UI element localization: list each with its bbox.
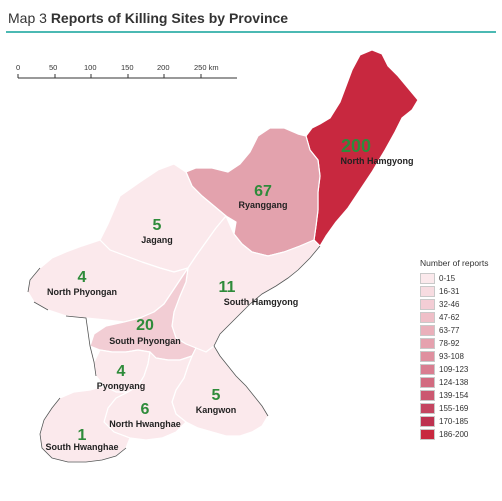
name-pyongyang: Pyongyang [97,381,146,391]
legend-title: Number of reports [420,258,489,268]
title-rule [6,31,496,33]
name-north-hamgyong: North Hamgyong [341,156,414,166]
legend-item: 186-200 [420,428,500,441]
map-number: Map 3 [8,10,47,26]
count-north-hwanghae: 6 [141,401,150,418]
legend-item: 170-185 [420,415,500,428]
legend-label: 170-185 [439,417,469,426]
legend-swatch [420,273,435,284]
legend-swatch [420,377,435,388]
legend-swatch [420,299,435,310]
scale-bar: 0 50 100 150 200 250 km [16,63,237,79]
scale-label: 50 [49,63,57,72]
count-north-phyongan: 4 [78,269,87,286]
name-south-hamgyong: South Hamgyong [224,297,299,307]
legend-item: 0-15 [420,272,500,285]
count-south-phyongan: 20 [136,317,154,334]
legend-swatch [420,286,435,297]
legend-label: 16-31 [439,287,460,296]
legend-swatch [420,429,435,440]
west-coastline [27,267,127,463]
legend-label: 78-92 [439,339,460,348]
legend-item: 78-92 [420,337,500,350]
scale-label: 150 [121,63,134,72]
legend-swatch [420,351,435,362]
legend-label: 93-108 [439,352,464,361]
scale-label: 100 [84,63,97,72]
legend-swatch [420,338,435,349]
legend-swatch [420,312,435,323]
east-coastline [213,245,321,417]
legend-item: 139-154 [420,389,500,402]
map-title: Map 3 Reports of Killing Sites by Provin… [8,10,288,26]
province-north-hamgyong[interactable] [305,49,419,247]
count-kangwon: 5 [212,387,221,404]
count-jagang: 5 [153,217,162,234]
legend-label: 186-200 [439,430,469,439]
legend-item: 16-31 [420,285,500,298]
legend-item: 93-108 [420,350,500,363]
legend: Number of reports 0-15 16-31 32-46 47-62 63-… [420,258,500,441]
legend-label: 0-15 [439,274,456,283]
count-south-hwanghae: 1 [78,427,87,444]
legend-label: 32-46 [439,300,460,309]
legend-label: 124-138 [439,378,469,387]
legend-label: 155-169 [439,404,469,413]
legend-item: 32-46 [420,298,500,311]
scale-label: 200 [157,63,170,72]
count-north-hamgyong: 200 [341,136,371,156]
count-ryanggang: 67 [254,183,272,200]
map-header: Map 3 Reports of Killing Sites by Provin… [6,8,496,30]
name-south-phyongan: South Phyongan [109,336,181,346]
count-south-hamgyong: 11 [219,279,236,296]
scale-label: 250 km [194,63,219,72]
legend-swatch [420,416,435,427]
legend-label: 63-77 [439,326,460,335]
legend-item: 124-138 [420,376,500,389]
legend-label: 47-62 [439,313,460,322]
name-jagang: Jagang [141,235,173,245]
count-pyongyang: 4 [117,363,126,380]
legend-rows: 0-15 16-31 32-46 47-62 63-77 78-92 93-108 109-1… [420,272,500,441]
legend-item: 47-62 [420,311,500,324]
legend-label: 109-123 [439,365,469,374]
name-north-phyongan: North Phyongan [47,287,117,297]
province-north-hwanghae[interactable] [103,351,193,441]
legend-swatch [420,403,435,414]
name-kangwon: Kangwon [196,405,237,415]
name-south-hwanghae: South Hwanghae [45,442,118,452]
legend-item: 109-123 [420,363,500,376]
legend-item: 63-77 [420,324,500,337]
map-title-text: Reports of Killing Sites by Province [50,10,289,26]
name-north-hwanghae: North Hwanghae [109,419,181,429]
legend-swatch [420,325,435,336]
legend-swatch [420,364,435,375]
legend-swatch [420,390,435,401]
name-ryanggang: Ryanggang [238,200,287,210]
scale-label: 0 [16,63,20,72]
legend-label: 139-154 [439,391,469,400]
legend-item: 155-169 [420,402,500,415]
